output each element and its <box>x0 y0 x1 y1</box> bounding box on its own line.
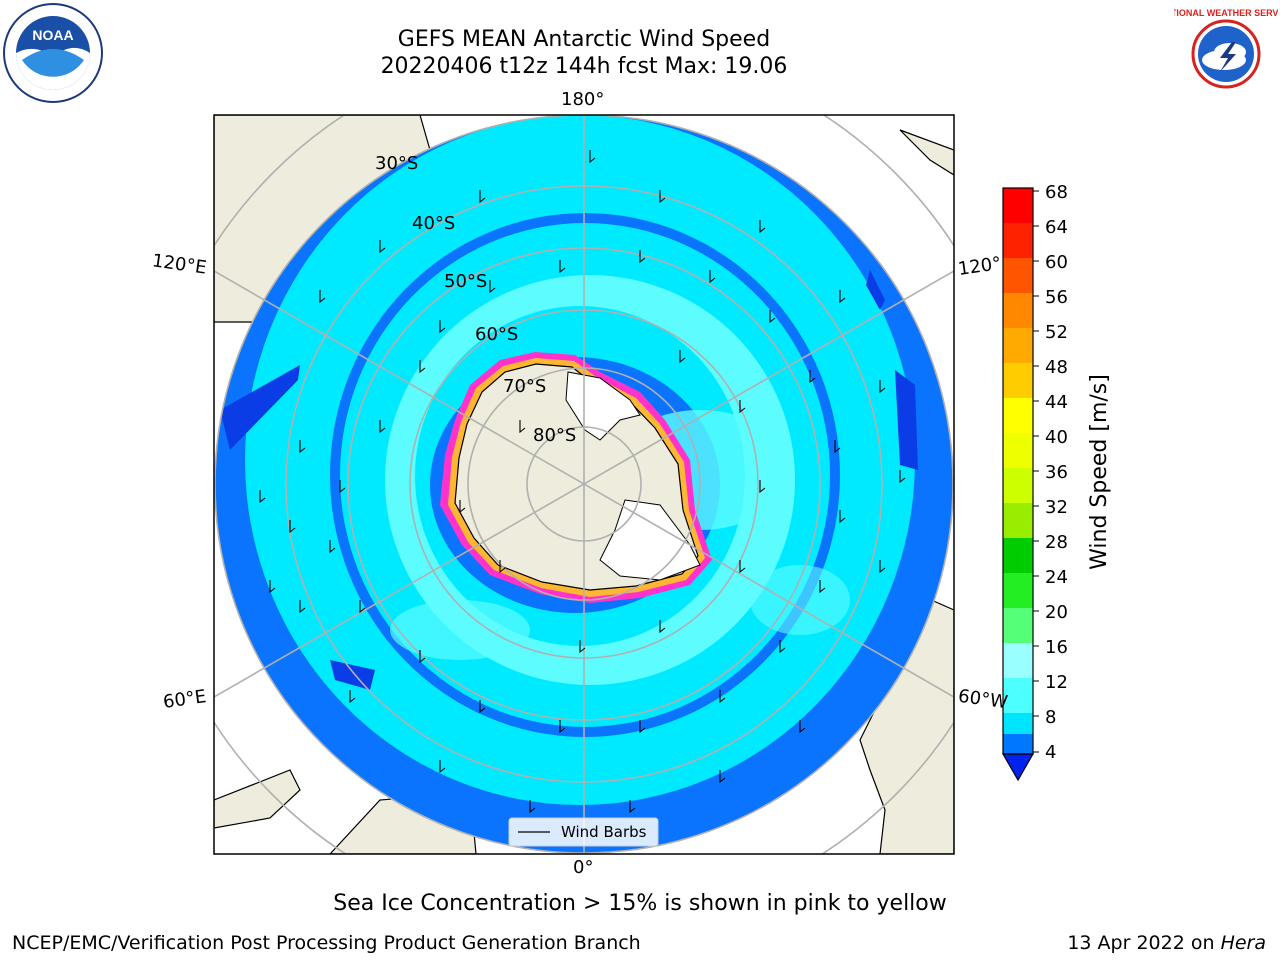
lat-label: 70°S <box>503 376 546 397</box>
colorbar-tick: 16 <box>1045 637 1068 658</box>
chart-title: GEFS MEAN Antarctic Wind Speed <box>397 27 771 52</box>
chart-subtitle: 20220406 t12z 144h fcst Max: 19.06 <box>380 54 788 79</box>
lat-labels: 30°S 40°S 50°S 60°S 70°S 80°S <box>375 153 576 446</box>
map-frame <box>213 114 955 855</box>
graticule <box>214 115 954 854</box>
lon-label-top: 180° <box>561 89 605 110</box>
credit-text: NCEP/EMC/Verification Post Processing Pr… <box>12 932 641 954</box>
colorbar-tick: 4 <box>1045 742 1056 763</box>
colorbar-label: Wind Speed [m/s] <box>1087 374 1112 570</box>
lon-label-bottom: 0° <box>573 857 594 878</box>
colorbar: 4 8 12 16 20 24 28 32 36 40 44 48 52 56 … <box>1001 182 1112 782</box>
colorbar-tick: 24 <box>1045 567 1068 588</box>
lat-label: 50°S <box>444 271 487 292</box>
colorbar-tick: 52 <box>1045 322 1068 343</box>
noaa-logo-text: NOAA <box>32 27 73 43</box>
colorbar-tick: 20 <box>1045 602 1068 623</box>
wind-barbs <box>259 150 906 814</box>
colorbar-tick: 64 <box>1045 217 1068 238</box>
colorbar-tick: 28 <box>1045 532 1068 553</box>
legend-label: Wind Barbs <box>561 823 647 841</box>
antarctica <box>440 352 712 603</box>
date-prefix: 13 Apr 2022 on <box>1067 932 1221 954</box>
lat-label: 40°S <box>412 213 455 234</box>
colorbar-tick: 36 <box>1045 462 1068 483</box>
lat-label: 80°S <box>533 425 576 446</box>
lat-label: 60°S <box>475 324 518 345</box>
nws-logo: NATIONAL WEATHER SERVICE <box>1174 4 1278 104</box>
colorbar-tick: 12 <box>1045 672 1068 693</box>
colorbar-tick: 44 <box>1045 392 1068 413</box>
sea-ice-caption: Sea Ice Concentration > 15% is shown in … <box>333 891 947 916</box>
colorbar-tick: 56 <box>1045 287 1068 308</box>
date-text: 13 Apr 2022 on Hera <box>1067 932 1266 954</box>
legend: Wind Barbs <box>508 817 659 847</box>
colorbar-tick: 48 <box>1045 357 1068 378</box>
date-machine: Hera <box>1220 932 1266 954</box>
lat-label: 30°S <box>375 153 418 174</box>
colorbar-tick: 8 <box>1045 707 1056 728</box>
noaa-logo: NOAA <box>3 3 103 103</box>
colorbar-tick: 40 <box>1045 427 1068 448</box>
nws-logo-text: NATIONAL WEATHER SERVICE <box>1174 8 1278 18</box>
colorbar-tick: 60 <box>1045 252 1068 273</box>
colorbar-tick: 68 <box>1045 182 1068 203</box>
colorbar-tick: 32 <box>1045 497 1068 518</box>
